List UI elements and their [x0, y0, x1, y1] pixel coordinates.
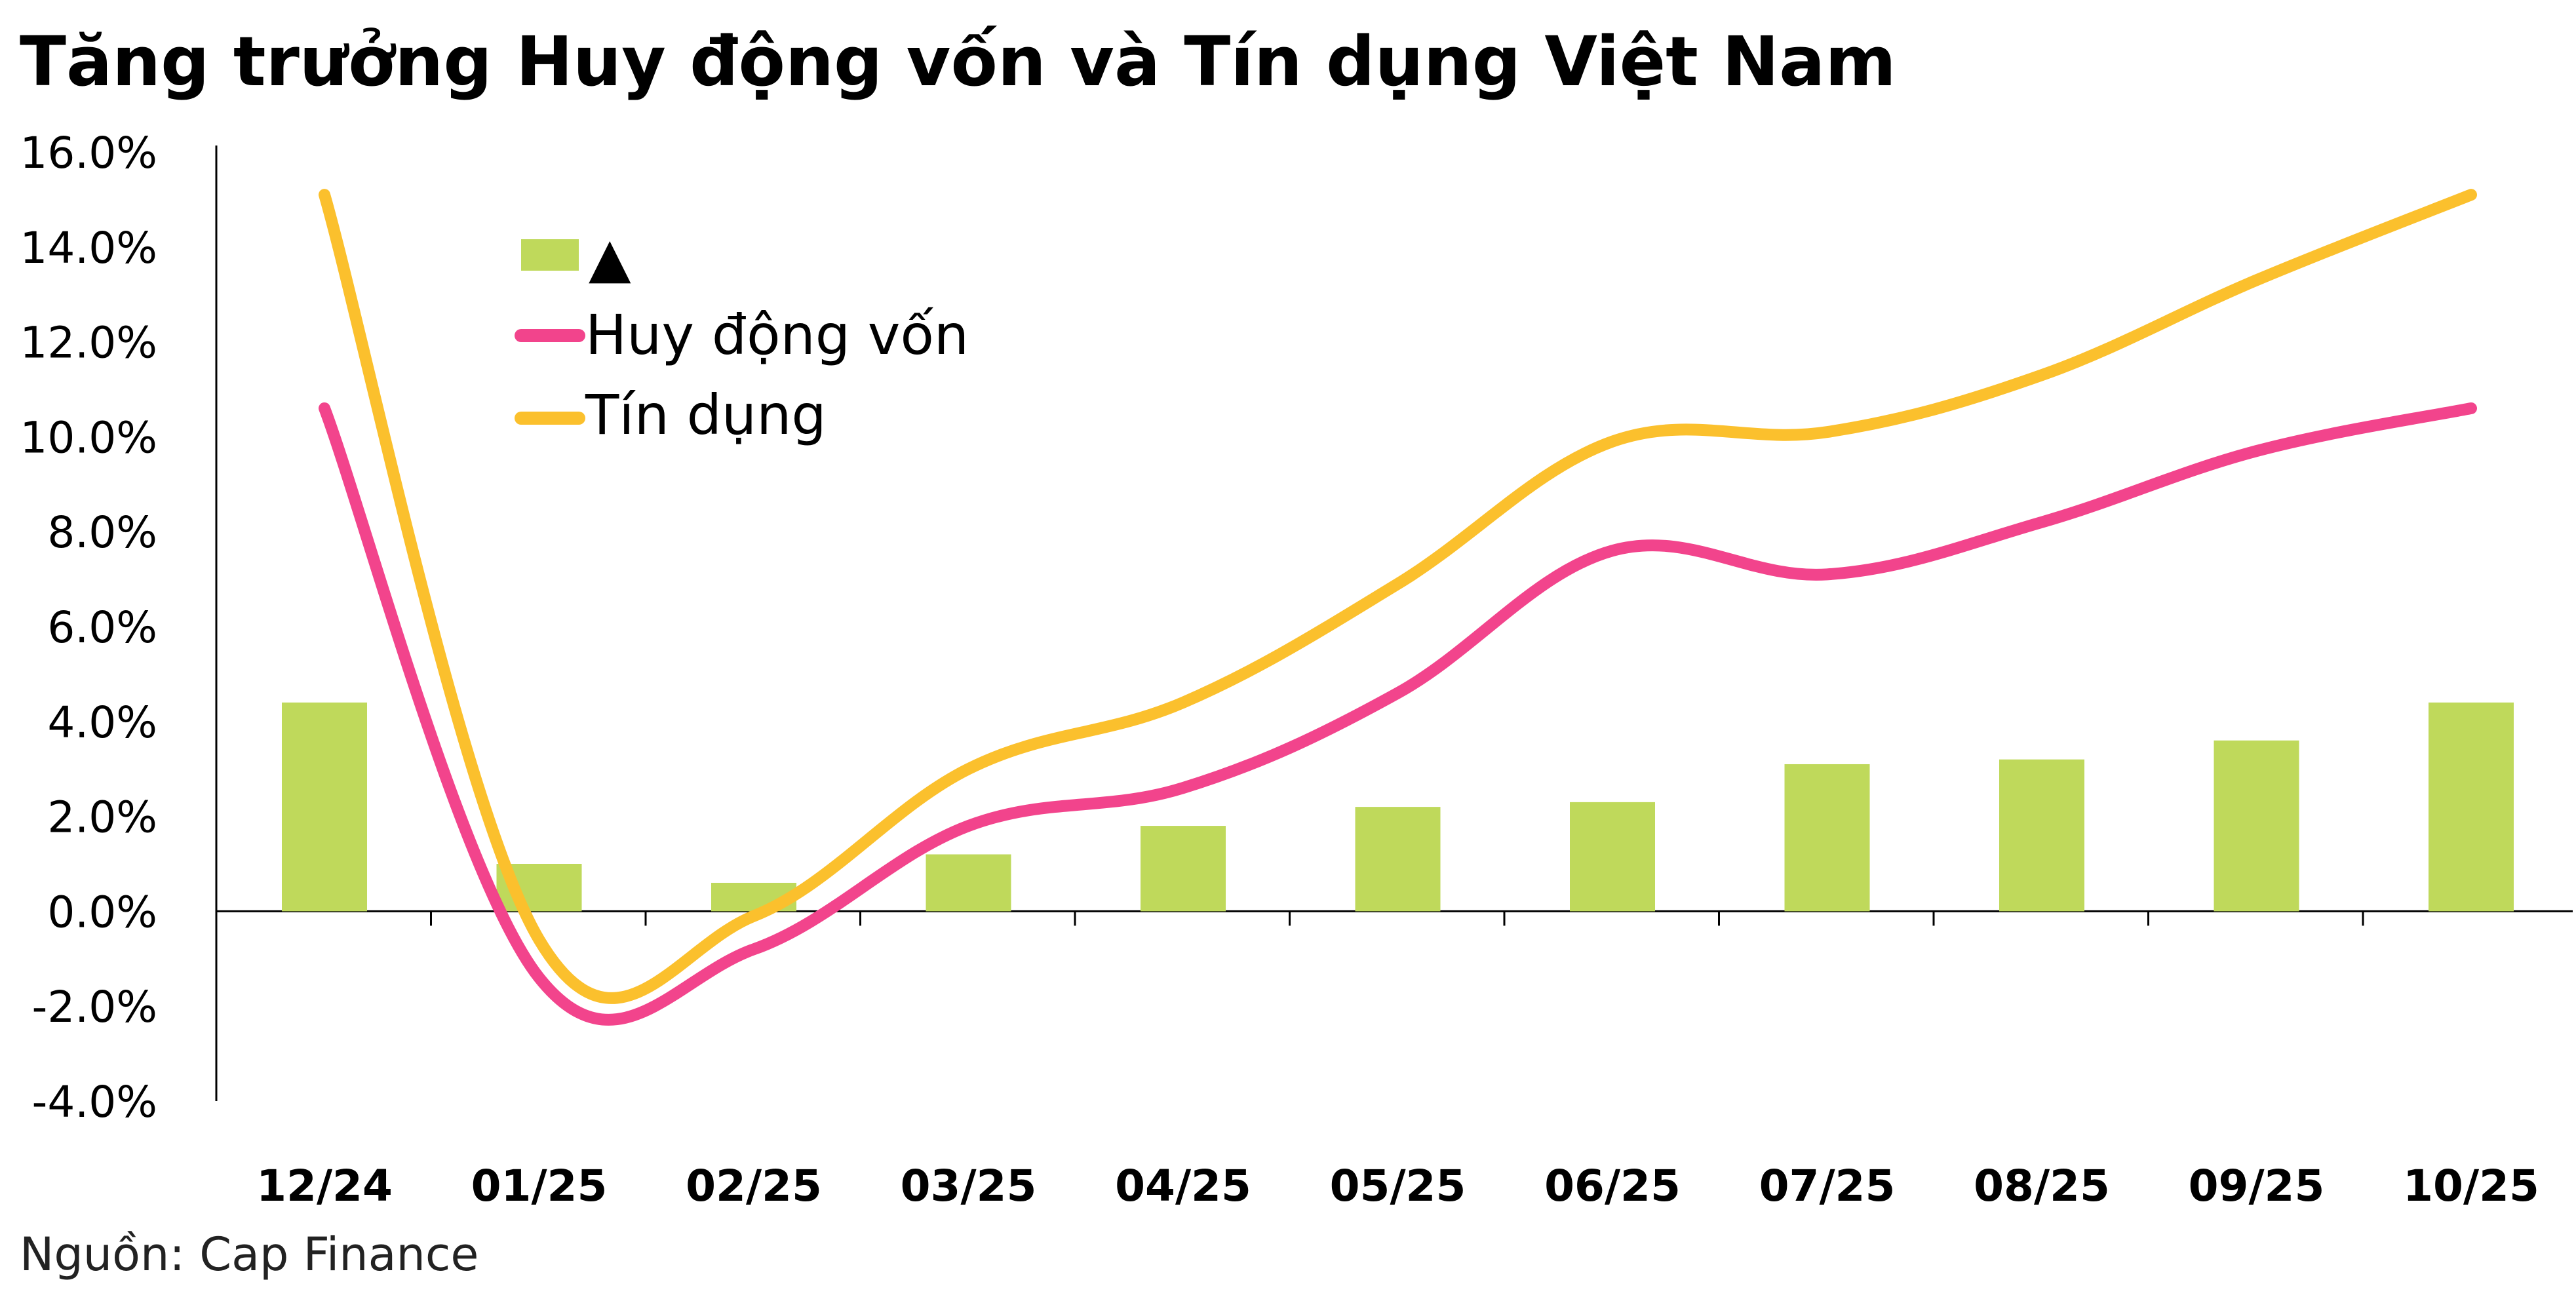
y-tick-label: 16.0% — [20, 128, 157, 178]
x-tick-label: 05/25 — [1330, 1161, 1466, 1211]
legend-bar-swatch — [521, 239, 579, 271]
y-axis: 16.0% 14.0% 12.0% 10.0% 8.0% 6.0% 4.0% 2.0% 0.0%… — [20, 128, 218, 1127]
chart-title: Tăng trưởng Huy động vốn và Tín dụng Việ… — [20, 22, 1896, 102]
y-tick-label: 10.0% — [20, 412, 157, 463]
legend-bar-label: ▲ — [589, 225, 631, 290]
bar — [1570, 802, 1655, 912]
x-tick-label: 08/25 — [1974, 1161, 2110, 1211]
line-huy-dong-von — [319, 402, 2477, 1026]
bar — [1141, 826, 1226, 912]
y-tick-label: -4.0% — [32, 1077, 158, 1127]
source-note: Nguồn: Cap Finance — [20, 1228, 478, 1281]
bar — [1999, 759, 2084, 912]
bar-series — [282, 702, 2514, 912]
x-tick-label: 04/25 — [1115, 1161, 1251, 1211]
y-tick-label: 4.0% — [47, 697, 157, 748]
y-tick-label: 8.0% — [47, 507, 157, 558]
bar — [2429, 702, 2514, 912]
x-tick-label: 12/24 — [256, 1161, 393, 1211]
x-tick-label: 02/25 — [686, 1161, 822, 1211]
y-tick-label: 2.0% — [47, 792, 157, 843]
line-series — [319, 189, 2477, 1026]
y-tick-label: 0.0% — [47, 887, 157, 937]
y-tick-label: 14.0% — [20, 223, 157, 273]
bar — [926, 854, 1011, 912]
x-tick-label: 10/25 — [2403, 1161, 2539, 1211]
y-tick-label: 6.0% — [47, 602, 157, 653]
y-tick-label: -2.0% — [32, 982, 158, 1032]
x-tick-label: 06/25 — [1544, 1161, 1681, 1211]
bar — [1784, 764, 1870, 912]
x-tick-label: 01/25 — [471, 1161, 608, 1211]
bar — [282, 702, 367, 912]
x-tick-label: 09/25 — [2189, 1161, 2325, 1211]
bar — [2214, 740, 2299, 912]
line-tin-dung — [319, 189, 2477, 1004]
legend-huy-dong-von-label: Huy động vốn — [585, 303, 969, 367]
y-tick-label: 12.0% — [20, 318, 157, 368]
x-tick-label: 07/25 — [1759, 1161, 1896, 1211]
bar — [1355, 807, 1441, 912]
x-tick-label: 03/25 — [901, 1161, 1037, 1211]
x-axis: 12/24 01/25 02/25 03/25 04/25 05/25 06/25 07/25… — [215, 910, 2573, 1211]
legend-tin-dung-label: Tín dụng — [585, 383, 827, 447]
legend: ▲ Huy động vốn Tín dụng — [515, 225, 969, 447]
